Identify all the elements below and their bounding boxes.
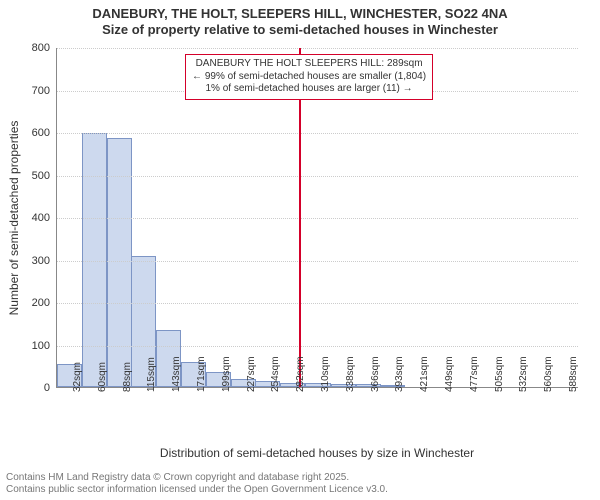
- footer-line2: Contains public sector information licen…: [6, 484, 388, 496]
- gridline: [57, 133, 578, 134]
- annotation-line1: DANEBURY THE HOLT SLEEPERS HILL: 289sqm: [192, 58, 426, 71]
- footer-attribution: Contains HM Land Registry data © Crown c…: [6, 472, 388, 496]
- x-tick-label: 32sqm: [72, 362, 83, 392]
- y-tick-label: 100: [32, 340, 50, 352]
- y-tick-label: 0: [44, 382, 50, 394]
- x-tick-label: 60sqm: [97, 362, 108, 392]
- plot-region: DANEBURY THE HOLT SLEEPERS HILL: 289sqm …: [56, 48, 578, 388]
- y-tick-label: 500: [32, 170, 50, 182]
- x-tick-label: 199sqm: [221, 356, 232, 392]
- y-tick-label: 300: [32, 255, 50, 267]
- gridline: [57, 48, 578, 49]
- x-tick-label: 505sqm: [494, 356, 505, 392]
- x-tick-label: 421sqm: [419, 356, 430, 392]
- x-tick-label: 282sqm: [295, 356, 306, 392]
- gridline: [57, 261, 578, 262]
- x-tick-label: 338sqm: [345, 356, 356, 392]
- y-tick-label: 200: [32, 297, 50, 309]
- gridline: [57, 218, 578, 219]
- x-tick-label: 227sqm: [246, 356, 257, 392]
- x-tick-label: 532sqm: [518, 356, 529, 392]
- y-tick-label: 700: [32, 85, 50, 97]
- gridline: [57, 303, 578, 304]
- x-tick-label: 115sqm: [146, 357, 157, 392]
- annotation-line2: ← 99% of semi-detached houses are smalle…: [192, 71, 426, 84]
- x-tick-label: 393sqm: [394, 356, 405, 392]
- x-tick-label: 366sqm: [370, 356, 381, 392]
- x-tick-label: 143sqm: [171, 356, 182, 392]
- x-axis-title: Distribution of semi-detached houses by …: [160, 446, 474, 460]
- x-tick-label: 254sqm: [270, 356, 281, 392]
- chart-title-line2: Size of property relative to semi-detach…: [0, 22, 600, 38]
- y-tick-label: 600: [32, 127, 50, 139]
- x-tick-label: 588sqm: [568, 356, 579, 392]
- x-tick-label: 449sqm: [444, 356, 455, 392]
- annotation-box: DANEBURY THE HOLT SLEEPERS HILL: 289sqm …: [185, 54, 433, 100]
- annotation-line3: 1% of semi-detached houses are larger (1…: [192, 83, 426, 96]
- y-axis-title: Number of semi-detached properties: [7, 121, 21, 316]
- chart-title-line1: DANEBURY, THE HOLT, SLEEPERS HILL, WINCH…: [0, 6, 600, 22]
- x-tick-label: 88sqm: [122, 362, 133, 392]
- footer-line1: Contains HM Land Registry data © Crown c…: [6, 472, 388, 484]
- x-tick-label: 171sqm: [196, 356, 207, 392]
- x-tick-label: 477sqm: [469, 356, 480, 392]
- gridline: [57, 176, 578, 177]
- y-tick-label: 400: [32, 212, 50, 224]
- chart-title-block: DANEBURY, THE HOLT, SLEEPERS HILL, WINCH…: [0, 0, 600, 39]
- x-tick-label: 560sqm: [543, 356, 554, 392]
- chart-area: DANEBURY THE HOLT SLEEPERS HILL: 289sqm …: [56, 48, 578, 388]
- gridline: [57, 346, 578, 347]
- y-tick-label: 800: [32, 42, 50, 54]
- x-tick-label: 310sqm: [320, 356, 331, 392]
